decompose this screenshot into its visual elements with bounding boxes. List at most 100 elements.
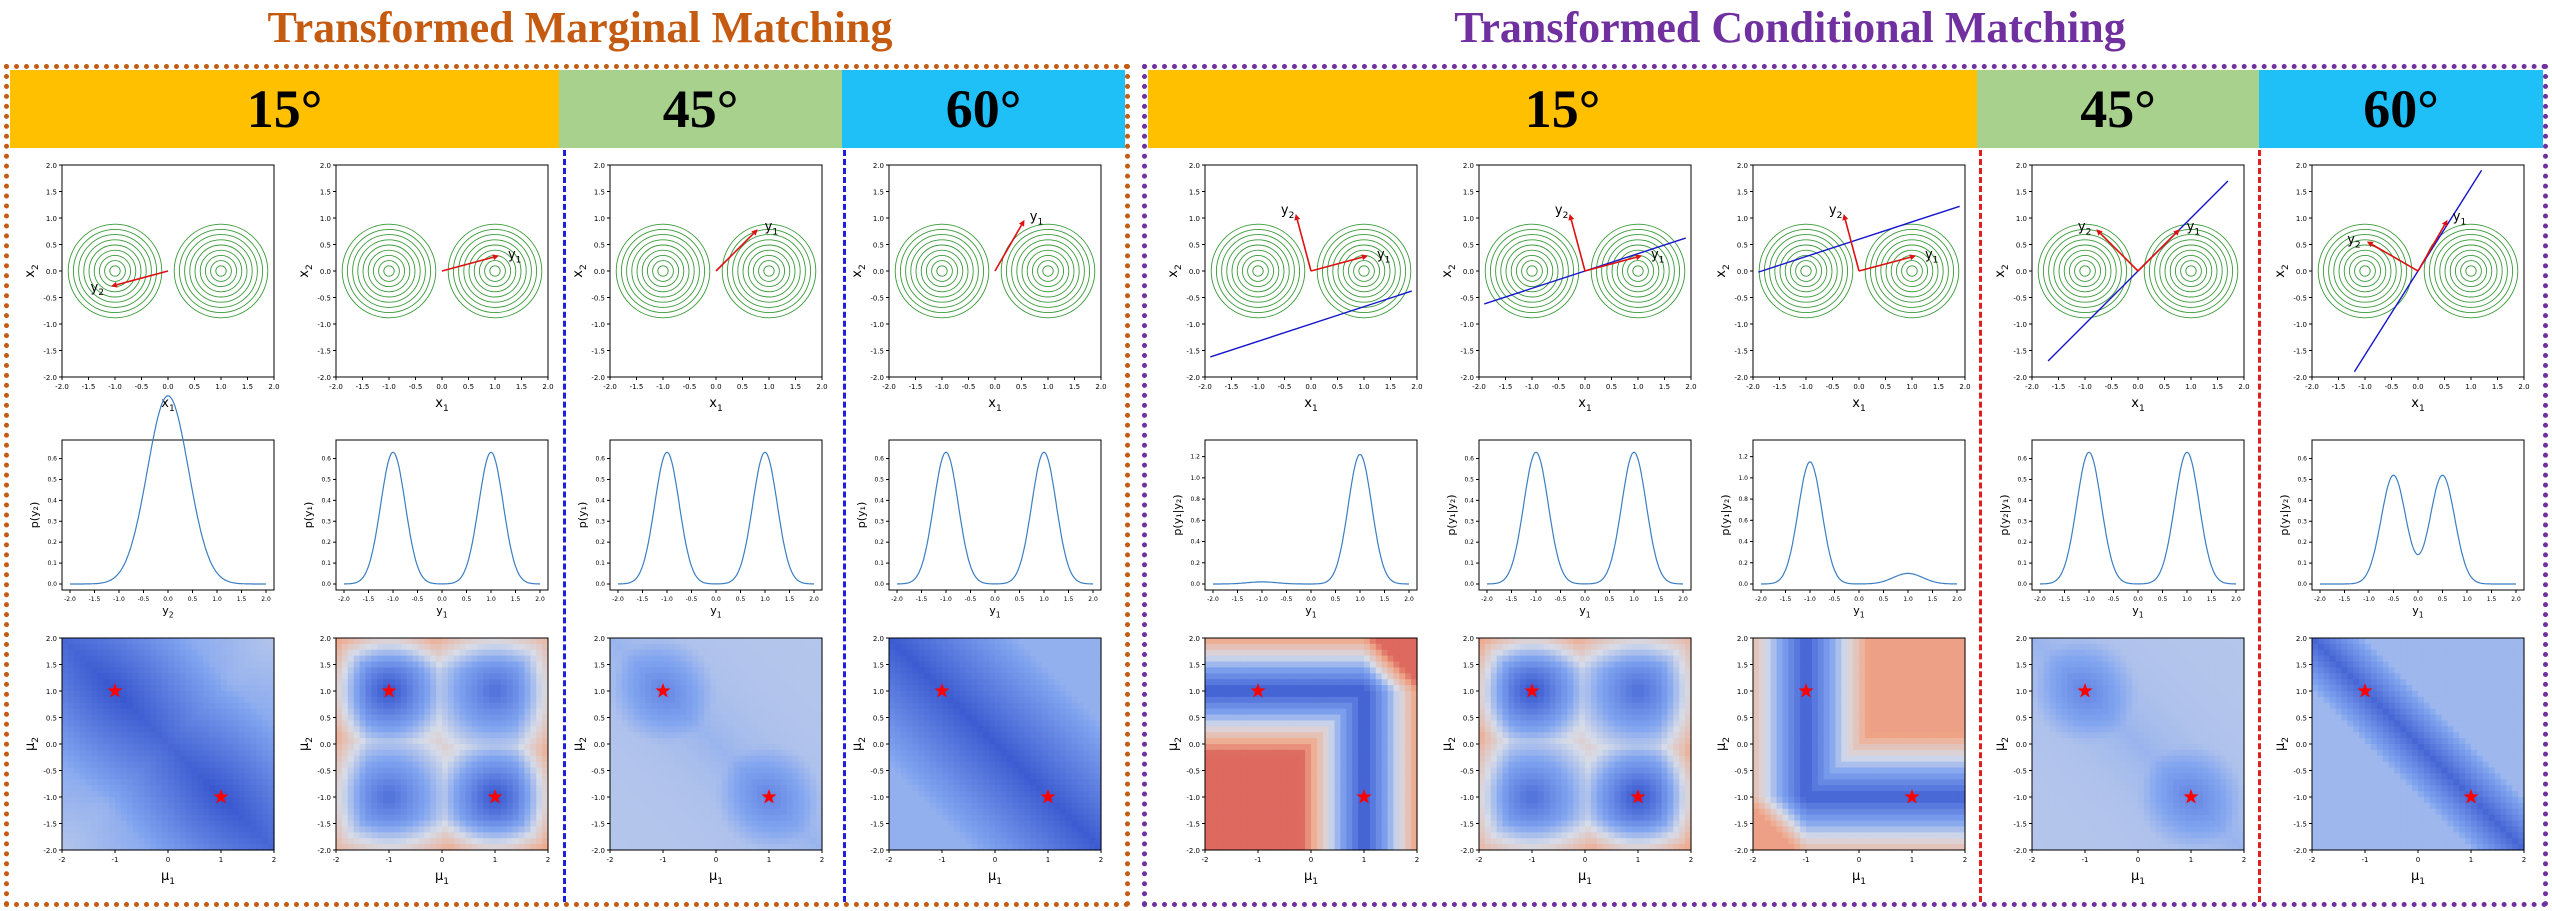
x-tick-label: -2 [1750, 856, 1757, 864]
density-ylabel: p(y₁) [855, 502, 868, 529]
x-tick-label: 0.5 [736, 596, 746, 603]
density-panel-conditional-45: -2.0 -1.5 -1.0 -0.5 0.0 0.5 1.0 1.5 2.0 0.0 0.1 0.2… [1998, 439, 2245, 619]
y-tick-label: 0.0 [2016, 268, 2027, 276]
y-tick-label: 0.5 [1737, 242, 1748, 250]
contour-ring [1031, 254, 1065, 288]
y-tick-label: 0.5 [321, 476, 331, 483]
y2-arrow-shaft [1844, 219, 1860, 272]
x-tick-label: 1.5 [785, 596, 795, 603]
y1-arrow-head [751, 229, 758, 236]
contour-ring [1627, 260, 1649, 282]
x-tick-label: 0.0 [437, 596, 447, 603]
y-tick-label: 1.0 [1737, 688, 1748, 696]
x-tick-label: 1.5 [2207, 596, 2217, 603]
heatmap-cells [1479, 638, 1692, 851]
y-tick-label: 0.2 [1738, 560, 1748, 567]
y-tick-label: 2.0 [594, 162, 605, 170]
y-tick-label: 0.5 [1463, 715, 1474, 723]
y-tick-label: 0.5 [2296, 715, 2307, 723]
y2-arrow-shaft [116, 270, 169, 286]
y-tick-label: -2.0 [317, 847, 331, 855]
axes-frame [1204, 439, 1418, 591]
x-tick-label: 1.5 [1385, 383, 1396, 391]
y1-axis-label: y1 [989, 604, 1001, 619]
y1-arrow-shaft [715, 232, 755, 272]
y1-axis-label: y1 [1030, 209, 1044, 227]
contour-ring [2454, 254, 2488, 288]
contour-ring [210, 260, 232, 282]
contour-ring [1906, 265, 1918, 277]
x-tick-label: 0.5 [2438, 596, 2448, 603]
scatter-panel-conditional-15-b: -2.0 -1.5 -1.0 -0.5 0.0 0.5 1.0 1.5 2.0 -2.0 -1.5 -… [1440, 162, 1697, 414]
contour-ring [646, 254, 680, 288]
y-tick-label: -1.0 [1186, 321, 1200, 329]
x-tick-label: 2.0 [2518, 383, 2529, 391]
x-tick-label: -1.5 [356, 383, 370, 391]
x-tick-label: 1.0 [2462, 596, 2472, 603]
y-tick-label: 0.0 [46, 268, 57, 276]
x-tick-label: -1.5 [916, 596, 928, 603]
contour-ring [2359, 265, 2371, 277]
scatter-panel-conditional-15-c: -2.0 -1.5 -1.0 -0.5 0.0 0.5 1.0 1.5 2.0 -2.0 -1.5 -… [1714, 162, 1971, 414]
x-tick-label: -1 [2362, 856, 2369, 864]
y1-axis-label: y1 [2132, 604, 2144, 619]
x-tick-label: -2 [1202, 856, 1209, 864]
x-tick-label: 0.5 [1880, 383, 1891, 391]
y-tick-label: 0.3 [2297, 518, 2307, 525]
density-panel-conditional-15-c: -2.0 -1.5 -1.0 -0.5 0.0 0.5 1.0 1.5 2.0 0.0 0.2 0.4… [1719, 439, 1966, 619]
mu1-axis-label: μ1 [1304, 869, 1318, 887]
x-tick-label: -0.5 [2105, 383, 2119, 391]
y-tick-label: 0.5 [1737, 715, 1748, 723]
x-tick-label: -1.5 [89, 596, 101, 603]
x-tick-label: -1.0 [1256, 596, 1268, 603]
scatter-panel-conditional-15-a: -2.0 -1.5 -1.0 -0.5 0.0 0.5 1.0 1.5 2.0 -2.0 -1.5 -… [1166, 162, 1423, 414]
y-tick-label: 0.4 [1464, 497, 1474, 504]
y1-axis-label: y1 [1651, 248, 1665, 266]
y-tick-label: 1.5 [1737, 662, 1748, 670]
contour-ring [1890, 249, 1934, 293]
y-tick-label: -2.0 [870, 374, 884, 382]
x-tick-label: 1.5 [2487, 596, 2497, 603]
contour-ring [905, 234, 979, 308]
y-tick-label: -0.5 [870, 295, 884, 303]
y1-axis-label: y1 [1579, 604, 1591, 619]
y-tick-label: 1.5 [873, 189, 884, 197]
mu1-axis-label: μ1 [161, 869, 175, 887]
y-tick-label: 0.1 [595, 560, 605, 567]
x-tick-label: 1 [1910, 856, 1914, 864]
y-tick-label: 2.0 [873, 635, 884, 643]
contour-ring [1515, 254, 1549, 288]
contour-ring [1021, 244, 1075, 298]
x-tick-label: 1.5 [1933, 383, 1944, 391]
heatmap-cells [2312, 638, 2525, 851]
mu1-axis-label: μ1 [2131, 869, 2145, 887]
x2-axis-label: x2 [850, 264, 868, 278]
x-tick-label: 0.5 [1331, 596, 1341, 603]
y-tick-label: 0.8 [1738, 496, 1748, 503]
density-panel-conditional-15-a: -2.0 -1.5 -1.0 -0.5 0.0 0.5 1.0 1.5 2.0 0.0 0.2 0.4… [1171, 439, 1418, 619]
heatmap-cells [1205, 638, 1418, 851]
y-tick-label: 1.0 [873, 215, 884, 223]
scatter-panel-marginal-45: -2.0 -1.5 -1.0 -0.5 0.0 0.5 1.0 1.5 2.0 -2.0 -1.5 -… [571, 162, 828, 414]
x-tick-label: 1.5 [1928, 596, 1938, 603]
y2-arrow-head [1294, 214, 1301, 221]
density-panel-marginal-15-b: -2.0 -1.5 -1.0 -0.5 0.0 0.5 1.0 1.5 2.0 0.0 0.1 0.2… [302, 439, 549, 619]
density-ylabel: p(y₁|y₂) [1171, 494, 1184, 535]
y-tick-label: 1.0 [46, 688, 57, 696]
separator-marginal-60 [843, 150, 846, 902]
header-conditional-15: 15° [1148, 70, 1977, 148]
y-tick-label: 2.0 [1189, 162, 1200, 170]
contour-ring [1231, 244, 1285, 298]
y-tick-label: 0.0 [2297, 581, 2307, 588]
x-tick-label: -1.0 [1804, 596, 1816, 603]
y-tick-label: -1.5 [2293, 821, 2307, 829]
density-curve [2039, 451, 2237, 585]
contour-ring [925, 254, 959, 288]
density-curve [2320, 474, 2516, 585]
density-panel-conditional-60: -2.0 -1.5 -1.0 -0.5 0.0 0.5 1.0 1.5 2.0 0.0 0.1 0.2… [2278, 439, 2525, 619]
x-tick-label: -1 [112, 856, 119, 864]
x-tick-label: -1 [386, 856, 393, 864]
y-tick-label: -2.0 [591, 374, 605, 382]
contour-ring [2154, 234, 2228, 308]
y1-arrow-shaft [1310, 256, 1363, 272]
